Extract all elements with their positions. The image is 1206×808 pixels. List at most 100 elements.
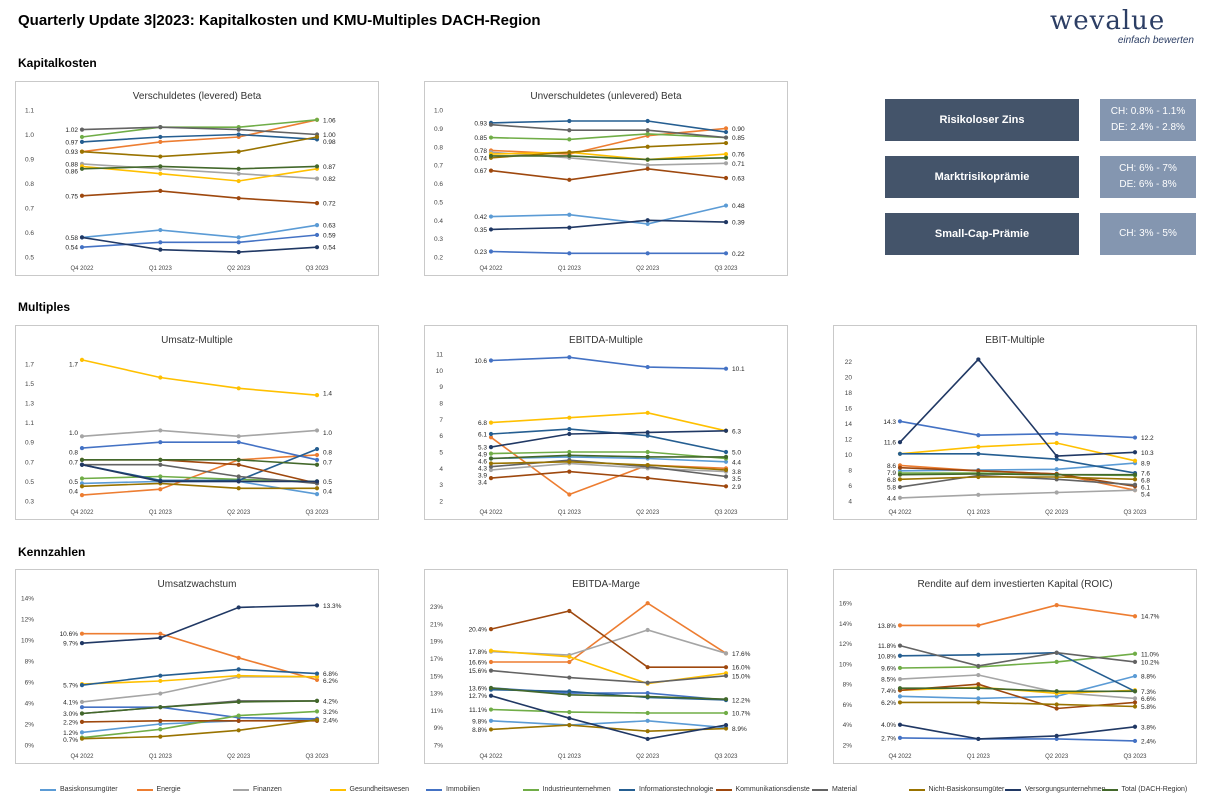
- series-line-immobilien: [81, 234, 318, 248]
- y-tick-label: 10%: [21, 638, 34, 645]
- series-line-versorgungsunternehmen: [81, 236, 318, 253]
- data-label-start: 4.1%: [63, 699, 78, 706]
- legend-swatch: [812, 788, 828, 791]
- data-point: [723, 140, 729, 146]
- data-point: [976, 696, 981, 701]
- series-line-total-dach-region: [82, 459, 318, 466]
- data-point: [897, 484, 903, 490]
- data-label-start: 6.8: [887, 477, 896, 484]
- data-label-end: 16.0%: [732, 665, 751, 672]
- legend-label: Kommunikationsdienste: [735, 786, 810, 793]
- y-tick-label: 11%: [430, 708, 443, 715]
- data-label-start: 9.8%: [472, 718, 487, 725]
- series-line-immobilien: [899, 420, 1136, 439]
- data-point: [488, 153, 494, 159]
- data-label-end: 8.9%: [732, 726, 747, 733]
- y-tick-label: 0.9: [25, 440, 34, 447]
- data-point: [236, 486, 241, 491]
- data-point: [314, 134, 320, 140]
- data-point: [645, 454, 650, 459]
- data-point: [976, 700, 981, 705]
- rate-label-small-cap: Small-Cap-Prämie: [885, 213, 1079, 255]
- legend-swatch: [715, 788, 732, 791]
- data-point: [723, 251, 729, 256]
- data-label-start: 6.8: [478, 420, 487, 427]
- legend-swatch: [1101, 788, 1118, 791]
- data-point: [1054, 602, 1059, 608]
- company-logo: wevalue einfach bewerten: [1050, 6, 1200, 46]
- data-point: [158, 678, 163, 684]
- data-point: [158, 154, 163, 159]
- data-point: [567, 675, 572, 680]
- data-point: [236, 250, 241, 255]
- data-point: [79, 631, 85, 636]
- data-point: [314, 176, 320, 181]
- data-point: [897, 451, 903, 456]
- y-tick-label: 12%: [21, 617, 34, 624]
- y-tick-label: 10: [436, 368, 444, 375]
- series-line-informationstechnologie: [900, 453, 1136, 474]
- series-line-total-dach-region: [491, 155, 727, 161]
- data-point: [488, 727, 494, 732]
- section-multiples: Multiples: [18, 300, 71, 314]
- data-point: [567, 355, 572, 360]
- series-line-gesundheitswesen: [899, 442, 1136, 462]
- data-point: [158, 462, 163, 467]
- data-label-end: 0.82: [323, 176, 336, 183]
- y-tick-label: 16: [845, 406, 853, 413]
- data-point: [1132, 482, 1138, 487]
- series-line-finanzen: [81, 429, 318, 438]
- data-point: [314, 201, 320, 206]
- data-point: [488, 668, 494, 673]
- data-point: [976, 623, 981, 628]
- y-tick-label: 0%: [25, 743, 35, 750]
- data-point: [158, 247, 163, 252]
- data-point: [976, 468, 981, 473]
- legend-swatch: [233, 788, 249, 791]
- data-point: [645, 364, 650, 370]
- logo-wordmark: wevalue: [1050, 6, 1166, 36]
- legend-swatch: [1005, 788, 1021, 791]
- data-point: [488, 249, 494, 254]
- y-tick-label: 1.1: [25, 108, 34, 115]
- data-point: [158, 240, 163, 245]
- y-tick-label: 0.3: [25, 499, 34, 506]
- data-point: [1054, 689, 1059, 694]
- data-label-start: 10.6: [474, 358, 487, 365]
- data-point: [236, 479, 241, 484]
- y-tick-label: 1.3: [25, 401, 34, 408]
- y-tick-label: 13%: [430, 691, 443, 698]
- x-tick-label: Q2 2023: [1045, 754, 1069, 760]
- data-label-end: 6.6%: [1141, 696, 1156, 703]
- data-point: [236, 149, 241, 154]
- data-point: [723, 428, 729, 433]
- data-point: [314, 393, 320, 398]
- data-point: [567, 177, 572, 182]
- data-point: [236, 386, 241, 391]
- data-point: [79, 476, 85, 481]
- y-tick-label: 6%: [25, 680, 35, 687]
- data-point: [79, 139, 85, 144]
- data-point: [236, 196, 241, 201]
- data-point: [723, 203, 729, 208]
- data-point: [645, 251, 650, 256]
- data-label-start: 4.6: [478, 459, 487, 466]
- data-label-start: 7.9: [887, 470, 896, 477]
- data-label-start: 12.7%: [469, 693, 488, 700]
- data-point: [236, 605, 241, 610]
- data-point: [79, 357, 85, 362]
- data-label-end: 6.8: [1141, 478, 1150, 485]
- data-point: [1054, 457, 1059, 462]
- y-tick-label: 1.0: [25, 132, 34, 139]
- series-line-immobilien: [82, 706, 318, 720]
- data-label-start: 17.8%: [469, 649, 488, 656]
- rate-value: CH: 3% - 5%: [1119, 228, 1177, 239]
- data-point: [236, 655, 241, 660]
- data-point: [645, 736, 650, 742]
- data-point: [645, 131, 650, 136]
- data-point: [567, 469, 572, 474]
- y-tick-label: 23%: [430, 604, 443, 611]
- data-point: [488, 214, 494, 219]
- data-point: [723, 155, 729, 160]
- x-tick-label: Q3 2023: [305, 754, 329, 760]
